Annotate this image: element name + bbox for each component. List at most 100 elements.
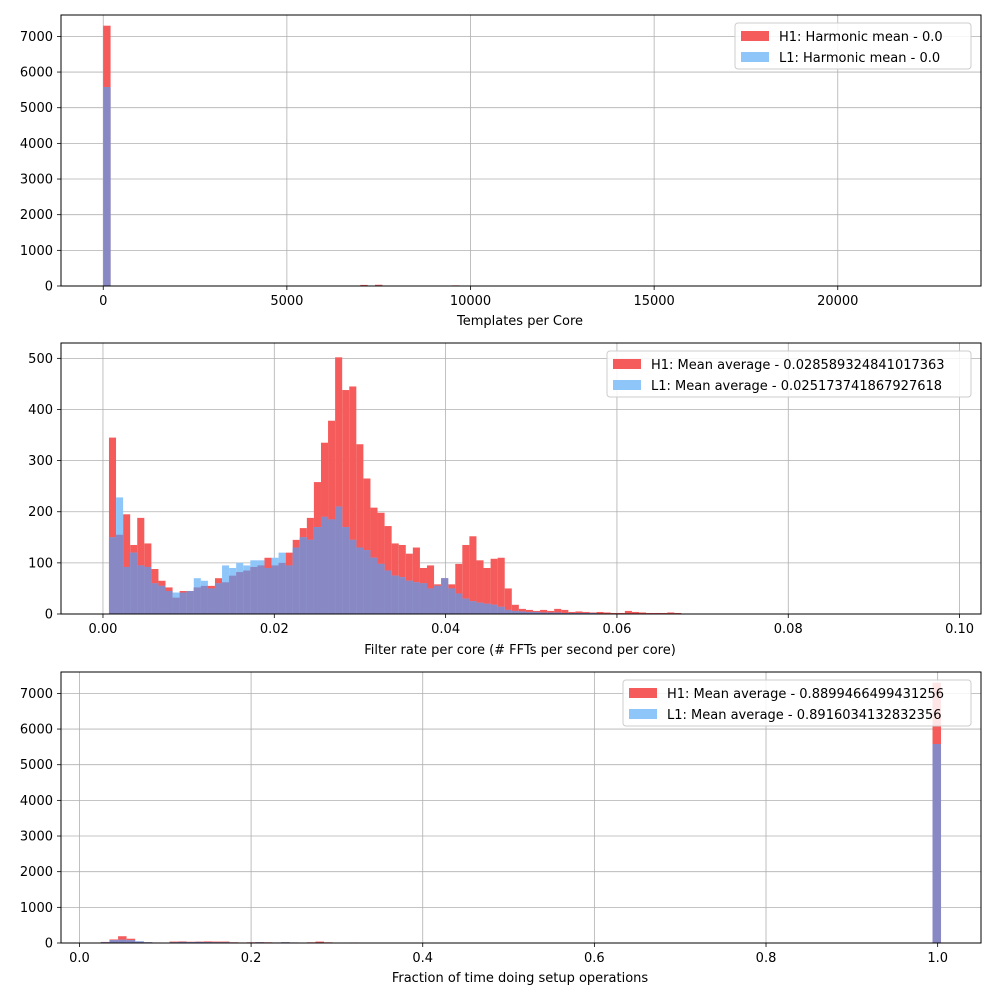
overlap-bar <box>250 566 258 614</box>
h1-bar <box>375 284 383 286</box>
h1-bar <box>342 390 350 614</box>
y-tick-label: 200 <box>28 505 53 520</box>
overlap-bar <box>525 611 533 614</box>
overlap-bar <box>462 598 470 614</box>
h1-bar <box>455 563 463 614</box>
y-tick-label: 5000 <box>20 101 53 116</box>
h1-bar <box>384 526 392 614</box>
overlap-bar <box>476 602 484 614</box>
overlap-bar <box>568 612 576 614</box>
overlap-bar <box>151 583 159 614</box>
overlap-bar <box>455 593 463 614</box>
legend-swatch <box>741 52 769 62</box>
axes-frame <box>60 342 982 615</box>
overlap-bar <box>370 557 378 614</box>
h1-bar <box>469 536 477 614</box>
h1-bar <box>118 936 127 943</box>
overlap-bar <box>405 580 413 614</box>
x-axis-label: Fraction of time doing setup operations <box>392 971 649 986</box>
y-tick-label: 2000 <box>20 208 53 223</box>
overlap-bar <box>349 539 357 614</box>
y-tick-label: 6000 <box>20 723 53 738</box>
h1-bar <box>483 567 491 614</box>
overlap-bar <box>483 603 491 614</box>
h1-bar <box>575 611 583 614</box>
overlap-bar <box>504 609 512 614</box>
overlap-bar <box>165 590 173 614</box>
legend-swatch <box>613 359 641 369</box>
y-tick-label: 5000 <box>20 758 53 773</box>
overlap-bar <box>932 744 942 943</box>
x-tick-label: 20000 <box>817 294 858 309</box>
h1-bar <box>540 609 548 614</box>
overlap-bar <box>137 565 145 614</box>
h1-bar <box>377 512 385 614</box>
h1-bar <box>646 612 654 614</box>
h1-bar <box>108 437 117 614</box>
legend-box <box>606 350 972 398</box>
overlap-bar <box>172 597 180 614</box>
legend: H1: Mean average - 0.028589324841017363 L… <box>606 350 972 398</box>
legend-swatch <box>629 688 657 698</box>
overlap-bar <box>229 575 237 614</box>
legend-swatch <box>741 31 769 41</box>
overlap-bar <box>342 527 350 614</box>
overlap-bar <box>264 567 272 614</box>
axes-frame <box>60 14 982 287</box>
y-tick-label: 7000 <box>20 30 53 45</box>
h1-bar <box>653 612 661 614</box>
overlap-bar <box>126 940 136 943</box>
h1-bar <box>631 611 639 614</box>
legend-label: H1: Mean average - 0.8899466499431256 <box>667 687 944 702</box>
overlap-bar <box>214 583 223 614</box>
overlap-bar <box>363 550 371 614</box>
overlap-bar <box>135 941 144 943</box>
x-tick-label: 0.04 <box>431 622 460 637</box>
overlap-bar <box>490 604 498 614</box>
overlap-bar <box>412 582 420 614</box>
legend: H1: Harmonic mean - 0.0 L1: Harmonic mean… <box>734 22 972 70</box>
overlap-bar <box>419 583 427 614</box>
x-tick-label: 10000 <box>450 294 491 309</box>
overlap-bar <box>257 565 265 614</box>
overlap-bar <box>328 519 336 614</box>
h1-bar <box>462 544 470 614</box>
overlap-bar <box>575 612 583 614</box>
overlap-bar <box>179 592 187 614</box>
overlap-bar <box>377 563 385 614</box>
y-tick-label: 4000 <box>20 794 53 809</box>
h1-bar <box>638 612 647 614</box>
overlap-bar <box>384 570 392 614</box>
overlap-bar <box>448 588 456 614</box>
y-tick-label: 4000 <box>20 137 53 152</box>
overlap-bar <box>130 552 138 614</box>
overlap-bar <box>518 611 526 614</box>
overlap-bar <box>469 601 477 614</box>
legend-swatch <box>629 709 657 719</box>
h1-bar <box>123 514 131 614</box>
overlap-bar <box>271 565 279 614</box>
overlap-bar <box>561 612 569 614</box>
h1-bar <box>561 609 569 614</box>
overlap-bar <box>195 941 204 943</box>
overlap-bar <box>144 566 152 614</box>
overlap-bar <box>306 539 314 614</box>
overlap-bar <box>441 578 449 614</box>
overlap-bar <box>589 612 597 614</box>
x-tick-label: 0.06 <box>602 622 631 637</box>
x-axis-label: Filter rate per core (# FFTs per second … <box>364 643 676 658</box>
overlap-bar <box>116 534 124 614</box>
overlap-bar <box>391 575 399 614</box>
x-tick-label: 0.0 <box>69 951 90 966</box>
y-tick-label: 100 <box>28 556 53 571</box>
x-tick-label: 0.10 <box>945 622 974 637</box>
h1-bar <box>603 612 611 614</box>
h1-bar <box>328 420 336 614</box>
y-tick-label: 1000 <box>20 244 53 259</box>
y-tick-label: 0 <box>45 280 53 295</box>
overlap-bar <box>320 516 329 614</box>
x-tick-label: 1.0 <box>927 951 948 966</box>
overlap-bar <box>426 588 435 614</box>
h1-bar <box>363 478 371 614</box>
h1-bar <box>511 604 519 614</box>
